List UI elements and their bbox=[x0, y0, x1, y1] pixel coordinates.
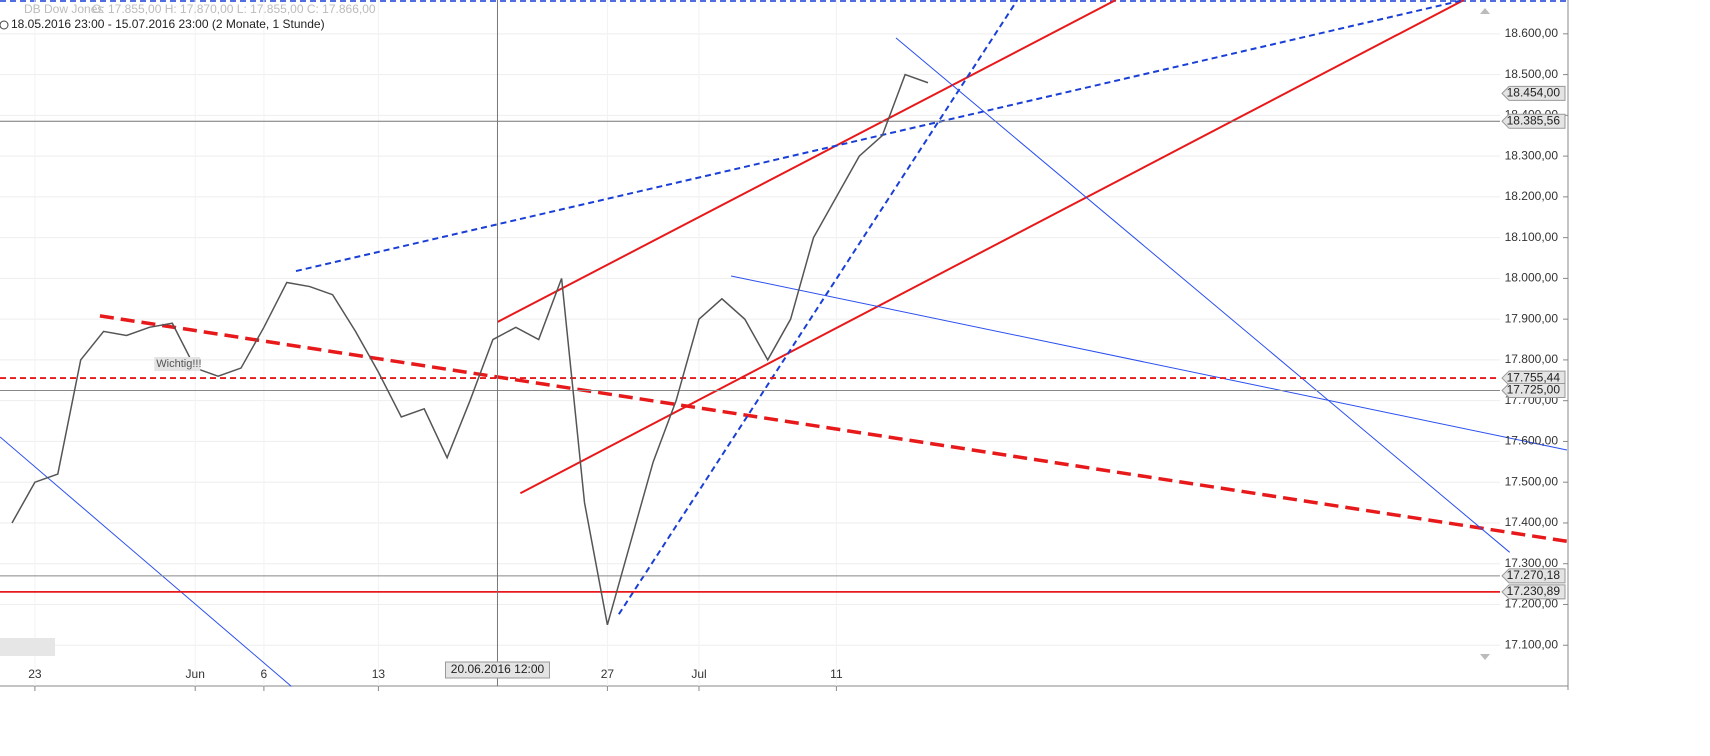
x-tick-label: Jul bbox=[691, 667, 706, 681]
x-tick-label: 23 bbox=[28, 667, 42, 681]
y-tick-label: 17.900,00 bbox=[1505, 311, 1559, 325]
x-tick-label: Jun bbox=[186, 667, 205, 681]
zoom-buttons[interactable] bbox=[0, 638, 55, 656]
trendline bbox=[519, 0, 1465, 495]
price-tag-label: 18.454,00 bbox=[1507, 86, 1561, 100]
y-tick-label: 17.200,00 bbox=[1505, 597, 1559, 611]
price-tag-label: 17.270,18 bbox=[1507, 568, 1561, 582]
clock-icon bbox=[0, 20, 9, 30]
trendline bbox=[0, 436, 292, 687]
trendline bbox=[730, 275, 1568, 451]
y-tick-label: 18.200,00 bbox=[1505, 189, 1559, 203]
price-tag-label: 17.725,00 bbox=[1507, 383, 1561, 397]
price-tag bbox=[1501, 113, 1566, 129]
trendline bbox=[99, 314, 1568, 544]
annotation: Wichtig!!! bbox=[156, 358, 201, 370]
y-tick-label: 17.100,00 bbox=[1505, 637, 1559, 651]
price-tag bbox=[1501, 568, 1566, 584]
y-tick-label: 17.400,00 bbox=[1505, 515, 1559, 529]
y-tick-label: 17.300,00 bbox=[1505, 556, 1559, 570]
trendline bbox=[618, 0, 1019, 615]
y-tick-label: 18.100,00 bbox=[1505, 230, 1559, 244]
price-line-series bbox=[11, 73, 929, 626]
grid bbox=[0, 0, 1568, 691]
price-tag bbox=[1501, 584, 1566, 600]
marks bbox=[0, 0, 1568, 687]
trendline bbox=[895, 37, 1510, 553]
ohlc: O: 17.855,00 H: 17.870,00 L: 17.855,00 C… bbox=[92, 2, 376, 16]
price-tag bbox=[1501, 85, 1566, 101]
y-tick-label: 18.000,00 bbox=[1505, 271, 1559, 285]
labels: 17.100,00 17.200,00 17.300,00 17.400,00 17.5… bbox=[28, 26, 1566, 681]
price-tag-label: 17.755,44 bbox=[1507, 370, 1561, 384]
y-tick-label: 18.600,00 bbox=[1505, 26, 1559, 40]
price-tag bbox=[1501, 370, 1566, 386]
chart-title: DB Dow Jones bbox=[24, 2, 103, 16]
price-tag-label: 17.230,89 bbox=[1507, 584, 1561, 598]
scroll-up[interactable] bbox=[1480, 8, 1490, 14]
crosshair-tag bbox=[444, 661, 550, 679]
crosshair-label: 20.06.2016 12:00 bbox=[451, 662, 545, 676]
trendline bbox=[497, 0, 1117, 323]
y-tick-label: 17.600,00 bbox=[1505, 434, 1559, 448]
price-tag bbox=[1501, 382, 1566, 398]
y-tick-label: 17.500,00 bbox=[1505, 474, 1559, 488]
price-tag-label: 18.385,56 bbox=[1507, 113, 1561, 127]
x-tick-label: 27 bbox=[601, 667, 615, 681]
annotation-box bbox=[154, 356, 201, 371]
x-tick-label: 13 bbox=[372, 667, 386, 681]
x-tick-label: 6 bbox=[261, 667, 268, 681]
x-tick-label: 11 bbox=[830, 667, 843, 681]
plot-area bbox=[0, 0, 1568, 686]
y-tick-label: 18.500,00 bbox=[1505, 67, 1559, 81]
y-tick-label: 17.800,00 bbox=[1505, 352, 1559, 366]
subtitle: 18.05.2016 23:00 - 15.07.2016 23:00 (2 M… bbox=[11, 17, 325, 31]
y-tick-label: 18.300,00 bbox=[1505, 148, 1559, 162]
scroll-down[interactable] bbox=[1480, 654, 1490, 660]
